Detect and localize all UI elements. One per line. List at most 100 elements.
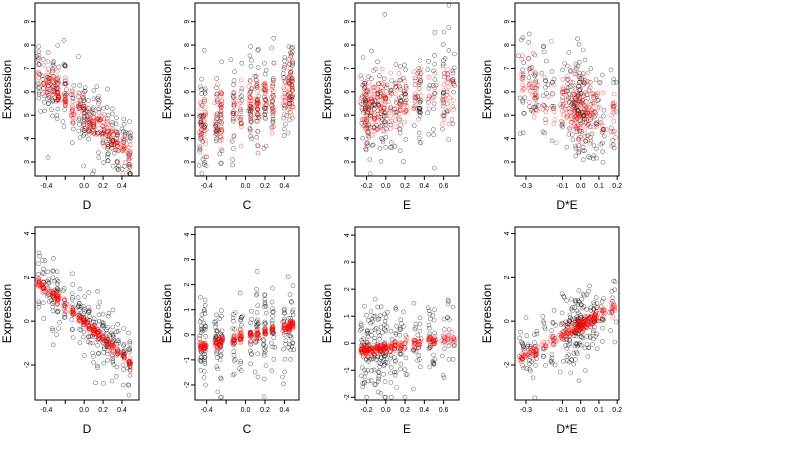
x-tick-label: 0.6 xyxy=(439,407,449,414)
observed-point xyxy=(248,348,253,354)
fitted-point xyxy=(54,77,60,82)
x-tick-label: 0.4 xyxy=(419,407,429,414)
plot-frame xyxy=(194,2,300,177)
observed-point xyxy=(590,330,596,336)
observed-point xyxy=(518,329,523,335)
fitted-point xyxy=(392,340,398,345)
fitted-point xyxy=(388,126,393,131)
observed-point xyxy=(288,347,294,353)
y-tick-label: 9 xyxy=(344,20,351,24)
fitted-point xyxy=(365,89,371,95)
fitted-point xyxy=(580,122,586,128)
fitted-point xyxy=(588,324,594,330)
observed-point xyxy=(95,342,100,348)
fitted-point xyxy=(382,92,388,97)
fitted-point xyxy=(417,58,423,63)
observed-point xyxy=(255,150,261,156)
observed-point xyxy=(100,322,106,328)
fitted-point xyxy=(397,116,402,122)
observed-point xyxy=(398,361,404,367)
observed-point xyxy=(567,68,573,73)
fitted-point xyxy=(51,86,56,91)
fitted-point xyxy=(247,129,253,134)
fitted-point xyxy=(387,89,393,94)
observed-point xyxy=(368,378,374,384)
y-tick-label: 3 xyxy=(504,160,511,164)
observed-point xyxy=(54,269,60,275)
observed-point xyxy=(76,301,82,306)
fitted-point xyxy=(392,118,398,123)
observed-point xyxy=(201,307,207,312)
observed-point xyxy=(46,277,51,282)
fitted-point xyxy=(114,132,119,138)
observed-point xyxy=(584,307,590,312)
fitted-point xyxy=(360,344,365,350)
observed-point xyxy=(426,100,431,105)
fitted-point xyxy=(374,344,380,349)
fitted-point xyxy=(203,141,208,147)
observed-point xyxy=(219,328,225,334)
fitted-point xyxy=(86,106,91,111)
observed-point xyxy=(105,351,110,357)
observed-point xyxy=(41,271,46,277)
observed-point xyxy=(388,145,393,150)
y-tick-label: 3 xyxy=(344,260,351,264)
observed-point xyxy=(403,67,408,73)
fitted-point xyxy=(198,106,203,111)
observed-point xyxy=(591,153,597,158)
observed-point xyxy=(230,157,235,162)
fitted-point xyxy=(370,84,376,90)
fitted-point xyxy=(519,56,525,62)
observed-point xyxy=(377,364,383,370)
fitted-point xyxy=(126,154,132,160)
x-tick-label: 0.6 xyxy=(439,183,449,190)
observed-point xyxy=(596,97,601,103)
observed-point xyxy=(588,307,594,313)
observed-point xyxy=(101,160,106,165)
fitted-point xyxy=(445,67,451,72)
fitted-point xyxy=(397,85,403,90)
observed-point xyxy=(238,360,243,366)
fitted-point xyxy=(269,131,275,136)
observed-point xyxy=(549,69,555,74)
observed-point xyxy=(282,65,287,70)
observed-point xyxy=(282,58,287,63)
fitted-point xyxy=(92,131,97,137)
fitted-point xyxy=(199,127,204,132)
observed-point xyxy=(358,73,364,78)
fitted-point xyxy=(519,354,525,359)
fitted-point xyxy=(106,132,112,137)
observed-point xyxy=(590,156,596,161)
fitted-point xyxy=(88,109,93,115)
points-bottom-E xyxy=(357,296,458,400)
fitted-point xyxy=(86,323,92,328)
y-tick-label: 3 xyxy=(24,160,31,164)
observed-point xyxy=(411,300,417,306)
observed-point xyxy=(377,333,382,339)
fitted-point xyxy=(214,348,220,354)
observed-point xyxy=(401,159,406,164)
observed-point xyxy=(213,324,218,330)
fitted-point xyxy=(597,105,602,110)
observed-point xyxy=(90,340,96,346)
fitted-point xyxy=(403,91,408,97)
observed-point xyxy=(77,286,83,292)
fitted-point xyxy=(564,331,570,337)
observed-point xyxy=(55,309,60,315)
observed-point xyxy=(516,53,521,59)
fitted-point xyxy=(202,124,207,129)
observed-point xyxy=(90,107,96,113)
observed-point xyxy=(416,135,422,141)
fitted-point xyxy=(254,83,260,88)
observed-point xyxy=(431,106,436,112)
observed-point xyxy=(377,73,382,78)
observed-point xyxy=(450,357,456,362)
observed-point xyxy=(198,359,204,364)
observed-point xyxy=(549,328,555,333)
fitted-point xyxy=(586,118,591,124)
fitted-point xyxy=(599,308,605,314)
observed-point xyxy=(260,337,266,343)
observed-point xyxy=(269,45,275,51)
